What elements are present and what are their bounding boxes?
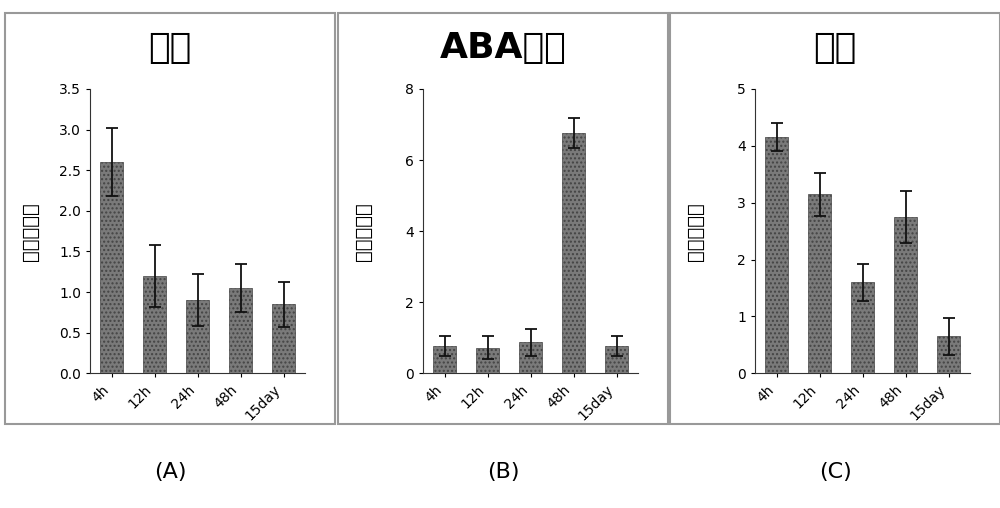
Bar — [186, 300, 209, 373]
Text: (C): (C) — [819, 462, 851, 483]
Text: 高盐: 高盐 — [148, 31, 192, 65]
Bar — [851, 282, 874, 373]
Text: 干旱: 干旱 — [813, 31, 857, 65]
Bar — [476, 348, 499, 373]
Text: (B): (B) — [487, 462, 519, 483]
Text: 相对表达量: 相对表达量 — [354, 202, 373, 261]
Text: (A): (A) — [154, 462, 186, 483]
Text: 相对表达量: 相对表达量 — [20, 202, 40, 261]
Bar — [605, 345, 628, 373]
Bar — [808, 194, 831, 373]
Bar — [272, 304, 295, 373]
Bar — [229, 288, 252, 373]
Bar — [562, 133, 585, 373]
Bar — [894, 217, 917, 373]
Bar — [100, 162, 123, 373]
Text: ABA处理: ABA处理 — [440, 31, 566, 65]
Bar — [143, 276, 166, 373]
Bar — [937, 336, 960, 373]
Bar — [519, 342, 542, 373]
Bar — [765, 137, 788, 373]
Bar — [433, 345, 456, 373]
Text: 相对表达量: 相对表达量 — [686, 202, 705, 261]
